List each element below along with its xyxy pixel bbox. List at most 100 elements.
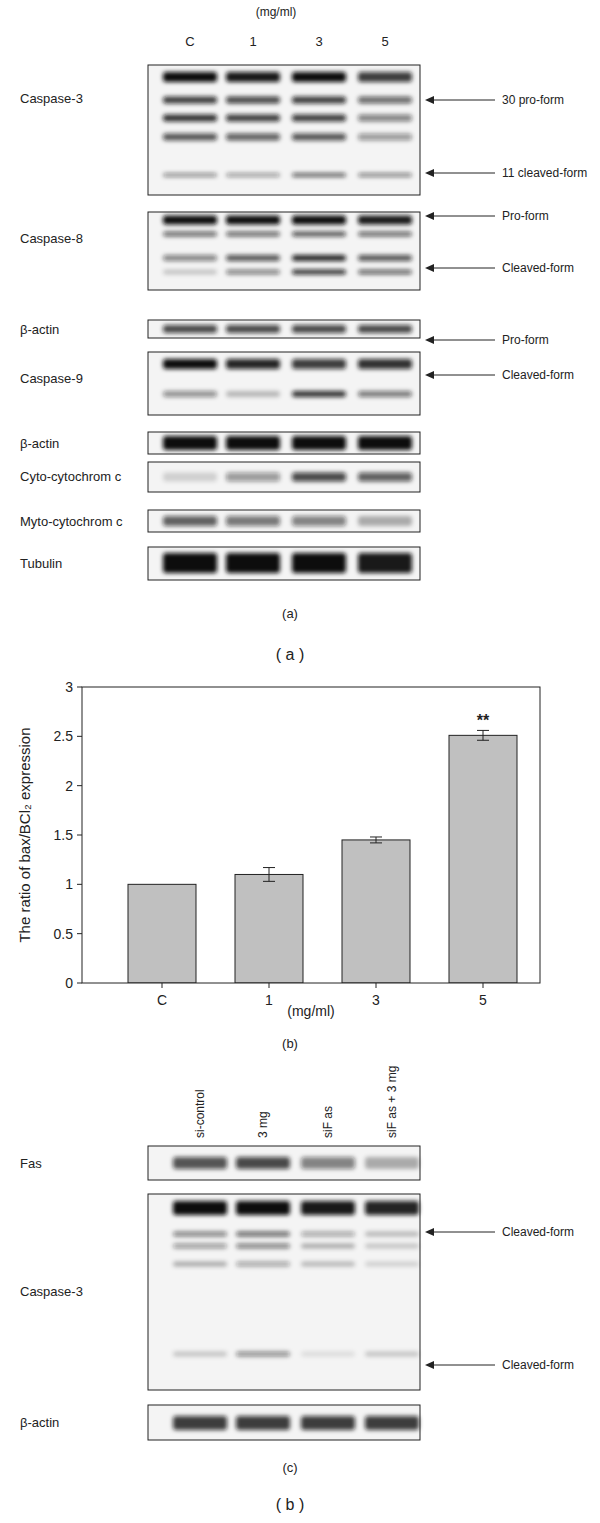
blot-label: Fas [20, 1156, 42, 1171]
tick [77, 933, 82, 934]
arrow-line [431, 340, 495, 341]
tick [162, 983, 163, 988]
band [358, 115, 412, 122]
tick-label: 1 [65, 876, 73, 892]
band [226, 391, 280, 397]
blot [148, 1194, 420, 1390]
bars [128, 730, 517, 983]
band [226, 173, 280, 177]
arrow-head [425, 1361, 434, 1369]
blot-frame [148, 432, 420, 454]
arrow-line [431, 1365, 495, 1366]
lane-label: 3 mg [256, 1111, 270, 1138]
band [365, 1232, 419, 1237]
band [358, 270, 412, 275]
blot-frame [148, 510, 420, 532]
bands [163, 473, 412, 482]
blot-frame [148, 212, 420, 290]
band [301, 1157, 355, 1169]
tick [483, 983, 484, 988]
lane-label: 1 [249, 34, 256, 49]
band [292, 359, 346, 369]
blot-frame [148, 1194, 420, 1390]
band [173, 1232, 227, 1237]
blot [148, 462, 420, 492]
band [358, 255, 412, 261]
blot-label: Caspase-3 [20, 1284, 83, 1299]
blot-label: Caspase-9 [20, 371, 83, 386]
band [163, 270, 217, 275]
arrow-line [431, 100, 495, 101]
tick [269, 983, 270, 988]
blot-label: Caspase-8 [20, 231, 83, 246]
band [163, 216, 217, 225]
arrow-label: Cleaved-form [502, 368, 574, 382]
blot-background [148, 320, 420, 338]
annotation: ** [477, 712, 490, 729]
band [292, 216, 346, 225]
blot [148, 320, 420, 338]
error-line [269, 868, 270, 882]
band [292, 553, 346, 573]
error-line [376, 837, 377, 843]
tick-label: 3 [65, 679, 73, 695]
band [226, 232, 280, 237]
error-cap [263, 867, 275, 868]
blot-frame [148, 547, 420, 580]
arrow-head [425, 336, 434, 344]
arrow-head [425, 169, 434, 177]
arrow-label: Cleaved-form [502, 1358, 574, 1372]
blot-frame [148, 1405, 420, 1440]
band [292, 436, 346, 450]
tick [77, 687, 82, 688]
band [173, 1244, 227, 1249]
panel-sublabel: (c) [282, 1460, 297, 1475]
band [226, 516, 280, 526]
lane-label: 3 [315, 34, 322, 49]
band [226, 473, 280, 482]
error-cap [370, 836, 382, 837]
arrow-label: 30 pro-form [502, 93, 564, 107]
blot [148, 1405, 420, 1440]
band [226, 436, 280, 450]
blot-label: β-actin [20, 1415, 59, 1430]
error-bar [263, 868, 275, 882]
band [173, 1352, 227, 1357]
tick-label: 3 [372, 992, 380, 1008]
lane-label: 5 [381, 34, 388, 49]
band [226, 325, 280, 333]
band [236, 1416, 290, 1430]
bands [173, 1157, 419, 1169]
axis-title: (mg/ml) [287, 1003, 334, 1019]
band [226, 134, 280, 141]
blot-label: β-actin [20, 436, 59, 451]
band [163, 325, 217, 333]
blot-background [148, 352, 420, 415]
band [163, 115, 217, 122]
band [173, 1416, 227, 1430]
band [163, 97, 217, 104]
band [292, 97, 346, 104]
bands [163, 216, 412, 275]
arrow-line [431, 375, 495, 376]
error-bar [477, 730, 489, 740]
band [358, 325, 412, 333]
blot [148, 212, 420, 290]
band [292, 173, 346, 177]
figure: (mg/ml)C135Caspase-330 pro-form11 cleave… [0, 0, 600, 1523]
band [173, 1262, 227, 1267]
error-cap [477, 730, 489, 731]
band [365, 1352, 419, 1357]
blot-frame [148, 320, 420, 338]
band [358, 553, 412, 573]
tick [376, 983, 377, 988]
band [236, 1244, 290, 1249]
blot-background [148, 547, 420, 580]
blot-label: Cyto-cytochrom c [20, 469, 122, 484]
arrow-line [431, 216, 495, 217]
blot [148, 432, 420, 454]
band [358, 173, 412, 177]
band [163, 391, 217, 397]
band [226, 97, 280, 104]
band [292, 473, 346, 482]
